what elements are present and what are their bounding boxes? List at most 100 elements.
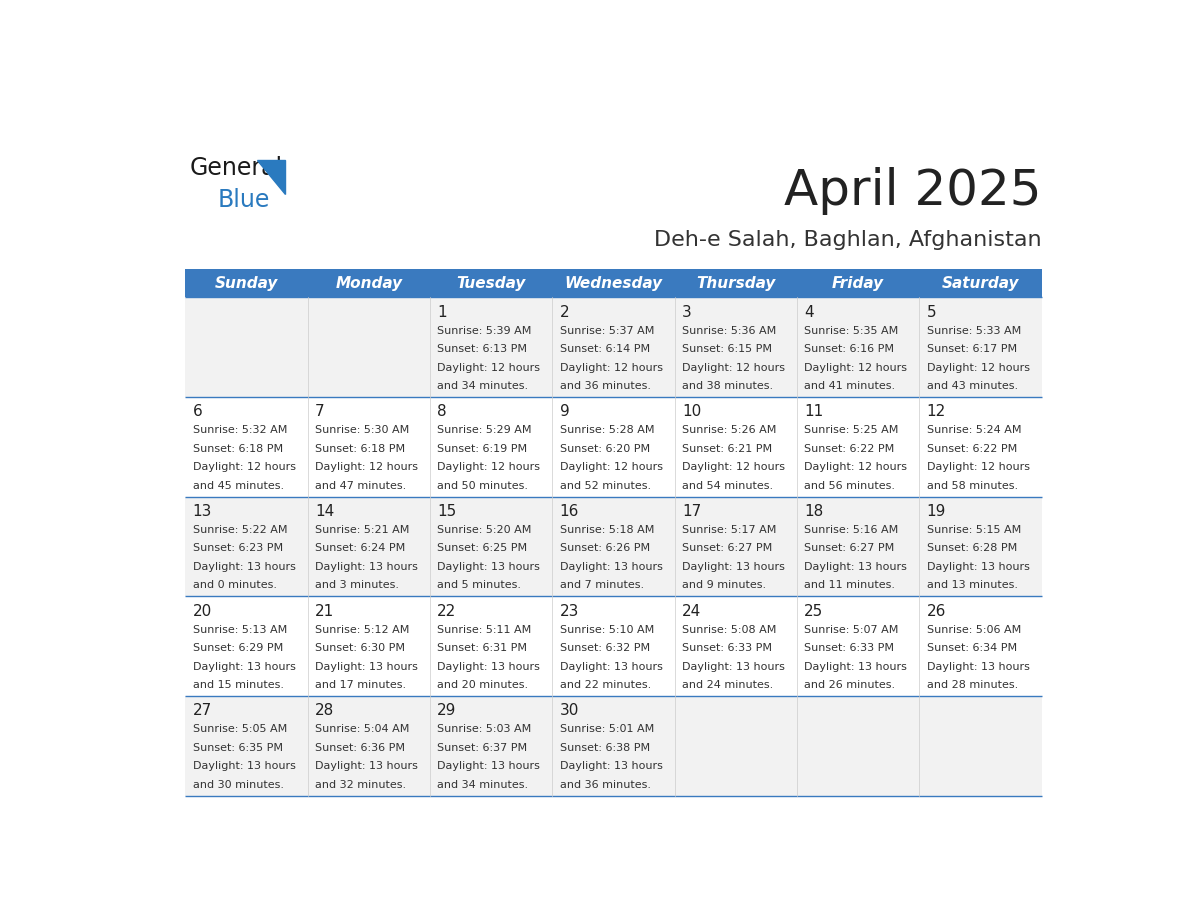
Text: 18: 18 <box>804 504 823 519</box>
Text: Daylight: 13 hours: Daylight: 13 hours <box>804 562 908 572</box>
Text: 21: 21 <box>315 603 334 619</box>
Text: 19: 19 <box>927 504 946 519</box>
Text: Sunrise: 5:25 AM: Sunrise: 5:25 AM <box>804 425 898 435</box>
Text: and 20 minutes.: and 20 minutes. <box>437 680 529 690</box>
Text: and 36 minutes.: and 36 minutes. <box>560 381 651 391</box>
Text: Sunrise: 5:12 AM: Sunrise: 5:12 AM <box>315 625 410 634</box>
Bar <box>185 696 308 796</box>
Text: 6: 6 <box>192 404 202 420</box>
Text: Daylight: 13 hours: Daylight: 13 hours <box>192 761 296 771</box>
Text: Sunset: 6:26 PM: Sunset: 6:26 PM <box>560 543 650 554</box>
Text: 9: 9 <box>560 404 569 420</box>
Text: Sunrise: 5:06 AM: Sunrise: 5:06 AM <box>927 625 1020 634</box>
Text: 22: 22 <box>437 603 456 619</box>
Text: 16: 16 <box>560 504 579 519</box>
Bar <box>185 397 308 497</box>
Text: 3: 3 <box>682 305 691 319</box>
Text: Daylight: 12 hours: Daylight: 12 hours <box>437 363 541 373</box>
Bar <box>552 497 675 597</box>
Text: Sunrise: 5:28 AM: Sunrise: 5:28 AM <box>560 425 655 435</box>
Text: Monday: Monday <box>335 275 403 291</box>
Bar <box>675 497 797 597</box>
Bar <box>185 297 308 397</box>
Text: 4: 4 <box>804 305 814 319</box>
Text: Daylight: 13 hours: Daylight: 13 hours <box>927 662 1030 671</box>
Text: Daylight: 13 hours: Daylight: 13 hours <box>192 662 296 671</box>
Text: Daylight: 13 hours: Daylight: 13 hours <box>437 761 541 771</box>
Bar <box>797 397 920 497</box>
Text: 11: 11 <box>804 404 823 420</box>
Text: and 26 minutes.: and 26 minutes. <box>804 680 896 690</box>
Text: 29: 29 <box>437 703 456 718</box>
Text: 17: 17 <box>682 504 701 519</box>
Text: Daylight: 12 hours: Daylight: 12 hours <box>927 363 1030 373</box>
Text: 27: 27 <box>192 703 211 718</box>
Text: Sunrise: 5:13 AM: Sunrise: 5:13 AM <box>192 625 287 634</box>
Text: Wednesday: Wednesday <box>564 275 663 291</box>
Text: Sunset: 6:32 PM: Sunset: 6:32 PM <box>560 644 650 653</box>
Bar <box>675 297 797 397</box>
Text: Sunday: Sunday <box>215 275 278 291</box>
Text: Sunrise: 5:39 AM: Sunrise: 5:39 AM <box>437 326 532 336</box>
Text: and 24 minutes.: and 24 minutes. <box>682 680 773 690</box>
Bar <box>308 696 430 796</box>
Text: Sunset: 6:19 PM: Sunset: 6:19 PM <box>437 443 527 453</box>
Text: Sunset: 6:35 PM: Sunset: 6:35 PM <box>192 743 283 753</box>
Text: 5: 5 <box>927 305 936 319</box>
Text: Sunrise: 5:20 AM: Sunrise: 5:20 AM <box>437 525 532 535</box>
Bar <box>185 597 308 696</box>
Polygon shape <box>257 160 285 194</box>
Bar <box>920 597 1042 696</box>
Text: and 15 minutes.: and 15 minutes. <box>192 680 284 690</box>
Text: 12: 12 <box>927 404 946 420</box>
Text: and 30 minutes.: and 30 minutes. <box>192 779 284 789</box>
Text: and 3 minutes.: and 3 minutes. <box>315 580 399 590</box>
Text: Sunrise: 5:24 AM: Sunrise: 5:24 AM <box>927 425 1022 435</box>
Text: Sunrise: 5:01 AM: Sunrise: 5:01 AM <box>560 724 653 734</box>
Text: Sunrise: 5:35 AM: Sunrise: 5:35 AM <box>804 326 898 336</box>
Text: 8: 8 <box>437 404 447 420</box>
Text: Sunrise: 5:08 AM: Sunrise: 5:08 AM <box>682 625 776 634</box>
Text: Daylight: 12 hours: Daylight: 12 hours <box>804 462 908 472</box>
Text: Friday: Friday <box>832 275 884 291</box>
Bar <box>920 297 1042 397</box>
Text: Sunset: 6:31 PM: Sunset: 6:31 PM <box>437 644 527 653</box>
Text: and 47 minutes.: and 47 minutes. <box>315 480 406 490</box>
Text: Sunset: 6:34 PM: Sunset: 6:34 PM <box>927 644 1017 653</box>
Text: Daylight: 12 hours: Daylight: 12 hours <box>315 462 418 472</box>
Text: and 54 minutes.: and 54 minutes. <box>682 480 773 490</box>
Text: Sunrise: 5:17 AM: Sunrise: 5:17 AM <box>682 525 776 535</box>
Text: Sunset: 6:33 PM: Sunset: 6:33 PM <box>682 644 772 653</box>
Text: Sunset: 6:15 PM: Sunset: 6:15 PM <box>682 344 772 354</box>
Text: Sunset: 6:33 PM: Sunset: 6:33 PM <box>804 644 895 653</box>
Text: Sunset: 6:13 PM: Sunset: 6:13 PM <box>437 344 527 354</box>
Text: Sunset: 6:37 PM: Sunset: 6:37 PM <box>437 743 527 753</box>
Text: Sunset: 6:36 PM: Sunset: 6:36 PM <box>315 743 405 753</box>
Text: Sunset: 6:27 PM: Sunset: 6:27 PM <box>804 543 895 554</box>
Text: Sunrise: 5:03 AM: Sunrise: 5:03 AM <box>437 724 531 734</box>
Bar <box>185 269 1042 297</box>
Text: 25: 25 <box>804 603 823 619</box>
Text: Sunset: 6:14 PM: Sunset: 6:14 PM <box>560 344 650 354</box>
Text: Sunset: 6:25 PM: Sunset: 6:25 PM <box>437 543 527 554</box>
Bar <box>430 497 552 597</box>
Text: 10: 10 <box>682 404 701 420</box>
Text: and 38 minutes.: and 38 minutes. <box>682 381 773 391</box>
Bar <box>920 497 1042 597</box>
Text: Thursday: Thursday <box>696 275 776 291</box>
Text: 28: 28 <box>315 703 334 718</box>
Text: Sunrise: 5:16 AM: Sunrise: 5:16 AM <box>804 525 898 535</box>
Bar <box>552 297 675 397</box>
Text: Tuesday: Tuesday <box>456 275 526 291</box>
Bar <box>185 497 308 597</box>
Text: Daylight: 12 hours: Daylight: 12 hours <box>560 363 663 373</box>
Text: Daylight: 13 hours: Daylight: 13 hours <box>315 662 418 671</box>
Text: Sunset: 6:22 PM: Sunset: 6:22 PM <box>927 443 1017 453</box>
Text: Sunrise: 5:33 AM: Sunrise: 5:33 AM <box>927 326 1020 336</box>
Bar <box>430 397 552 497</box>
Text: Sunrise: 5:36 AM: Sunrise: 5:36 AM <box>682 326 776 336</box>
Bar <box>430 297 552 397</box>
Text: Deh-e Salah, Baghlan, Afghanistan: Deh-e Salah, Baghlan, Afghanistan <box>653 230 1042 251</box>
Text: 26: 26 <box>927 603 946 619</box>
Text: and 43 minutes.: and 43 minutes. <box>927 381 1018 391</box>
